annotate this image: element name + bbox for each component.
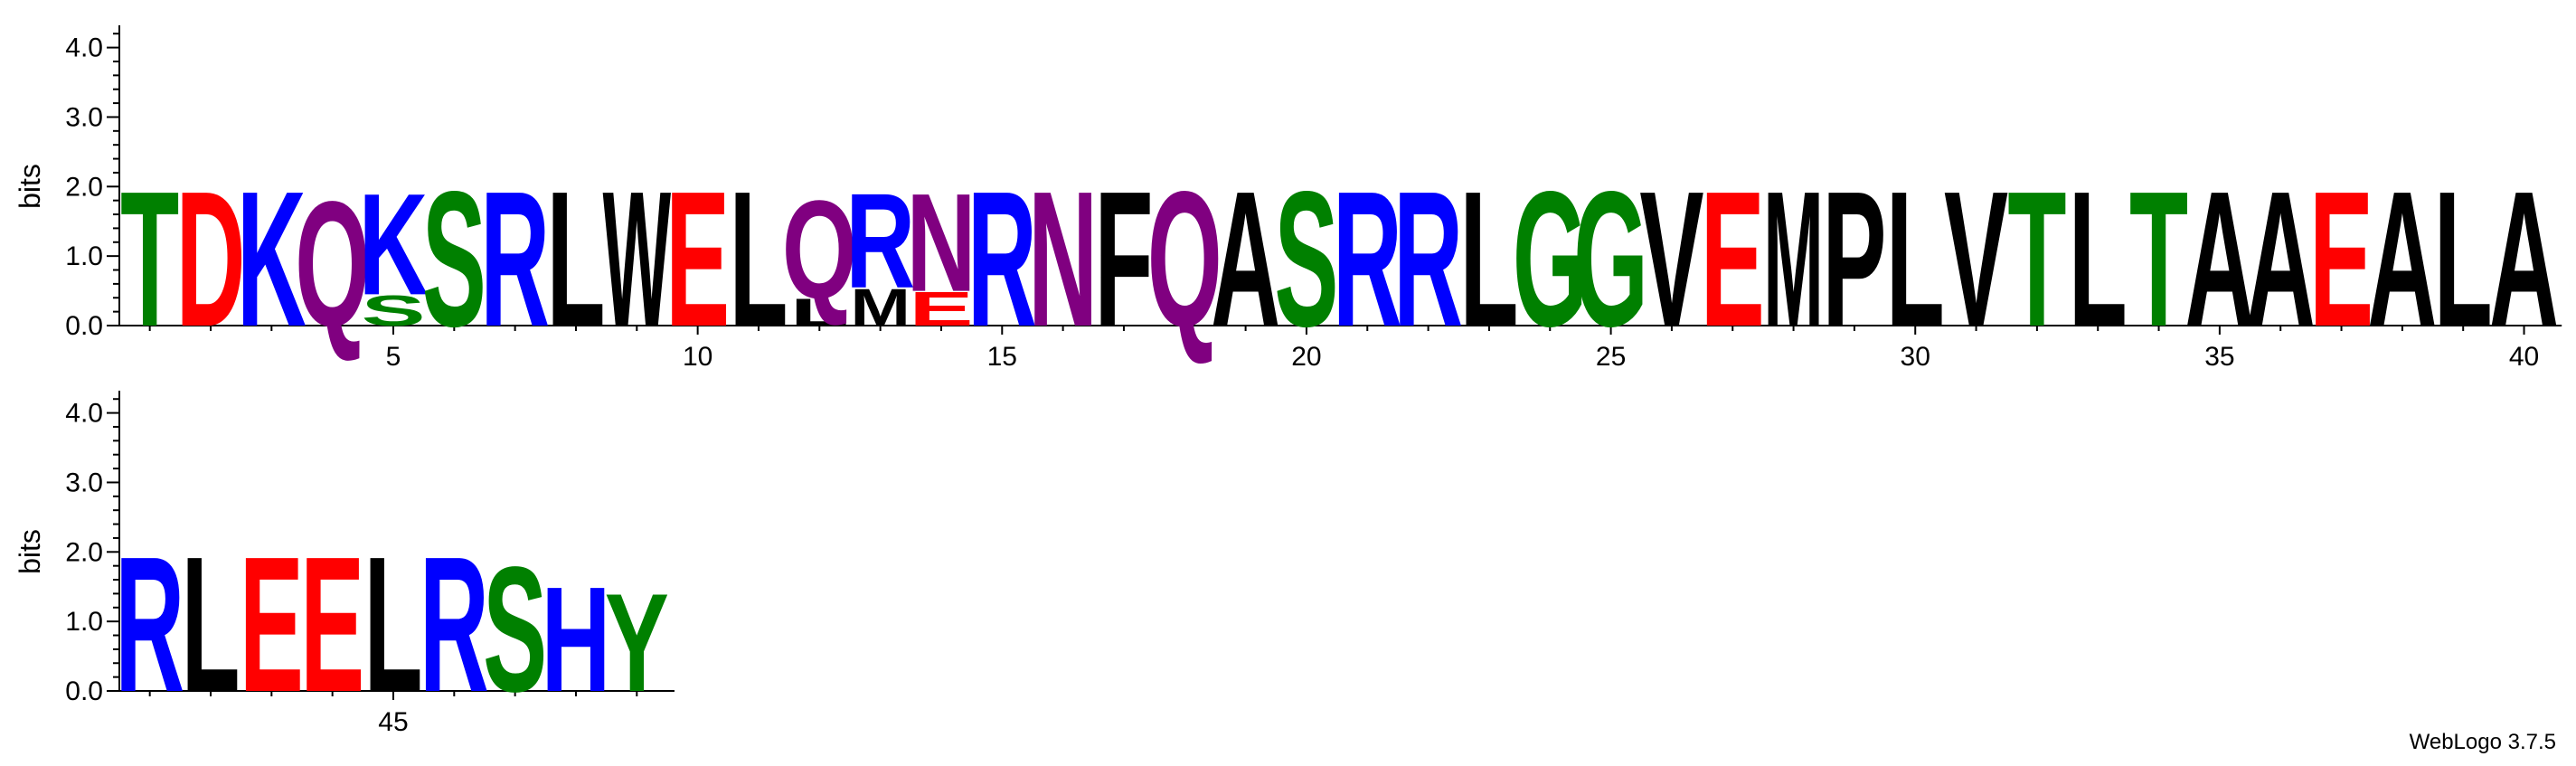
- logo-letter-R-pos-46: R: [420, 515, 489, 732]
- logo-letter-S-pos-6: S: [422, 150, 486, 366]
- logo-letter-T-pos-32: T: [2007, 150, 2066, 366]
- logo-letter-E-pos-14: E: [909, 282, 973, 336]
- logo-letter-R-pos-21: R: [1333, 150, 1402, 366]
- logo-letter-S-pos-5: S: [361, 286, 425, 335]
- logo-letter-K-pos-3: K: [237, 150, 307, 366]
- y-tick-label: 2.0: [65, 172, 103, 202]
- logo-letter-V-pos-26: V: [1639, 150, 1703, 366]
- logo-letter-L-pos-39: L: [2434, 150, 2493, 366]
- logo-letter-L-pos-42: L: [181, 515, 240, 732]
- logo-letter-E-pos-37: E: [2309, 150, 2373, 366]
- logo-letter-S-pos-47: S: [483, 529, 547, 730]
- logo-letter-V-pos-31: V: [1944, 150, 2008, 366]
- y-tick-label: 4.0: [65, 399, 103, 429]
- logo-letter-A-pos-36: A: [2246, 150, 2316, 366]
- x-tick-label: 45: [378, 707, 408, 737]
- y-tick-label: 1.0: [65, 607, 103, 637]
- logo-letter-K-pos-5: K: [358, 164, 428, 326]
- y-tick-label: 1.0: [65, 241, 103, 271]
- logo-letter-R-pos-7: R: [480, 150, 550, 366]
- logo-letter-P-pos-29: P: [1822, 150, 1886, 366]
- y-tick-label: 3.0: [65, 468, 103, 497]
- logo-letter-L-pos-33: L: [2069, 150, 2128, 366]
- y-tick-label: 0.0: [65, 676, 103, 706]
- y-tick-label: 4.0: [65, 33, 103, 63]
- logo-letter-Q-pos-12: Q: [782, 173, 857, 328]
- logo-letter-L-pos-8: L: [546, 150, 605, 366]
- y-axis-label: bits: [14, 529, 46, 574]
- logo-letter-A-pos-40: A: [2489, 150, 2559, 366]
- logo-letter-A-pos-38: A: [2367, 150, 2437, 366]
- logo-letter-L-pos-11: L: [729, 150, 788, 366]
- logo-letter-N-pos-16: N: [1028, 150, 1098, 366]
- logo-letter-Q-pos-18: Q: [1147, 150, 1222, 366]
- logo-letter-G-pos-25: G: [1573, 150, 1648, 366]
- logo-letter-L-pos-23: L: [1459, 150, 1518, 366]
- logo-letter-T-pos-34: T: [2129, 150, 2188, 366]
- y-tick-label: 2.0: [65, 537, 103, 567]
- logo-letter-G-pos-24: G: [1513, 150, 1588, 366]
- logo-letter-Q-pos-4: Q: [295, 164, 370, 364]
- logo-letter-Y-pos-49: Y: [605, 565, 669, 721]
- logo-letter-T-pos-1: T: [120, 150, 179, 366]
- y-axis-label: bits: [14, 164, 46, 209]
- x-tick-label: 5: [386, 342, 401, 372]
- logo-letter-E-pos-10: E: [665, 150, 730, 366]
- logo-letter-H-pos-48: H: [541, 556, 610, 723]
- logo-letter-W-pos-9: W: [603, 152, 671, 367]
- logo-letter-E-pos-44: E: [300, 515, 364, 732]
- x-tick-label: 20: [1291, 342, 1321, 372]
- x-tick-label: 10: [683, 342, 712, 372]
- weblogo-credit: WebLogo 3.7.5: [2409, 730, 2556, 754]
- logo-letter-R-pos-13: R: [845, 165, 915, 317]
- logo-letter-F-pos-17: F: [1094, 150, 1153, 366]
- logo-letter-L-pos-30: L: [1886, 150, 1945, 366]
- logo-letter-M-pos-28: M: [1763, 152, 1824, 367]
- x-tick-label: 15: [987, 342, 1017, 372]
- logo-letter-R-pos-22: R: [1393, 150, 1463, 366]
- logo-letter-R-pos-15: R: [967, 150, 1037, 366]
- logo-letter-N-pos-14: N: [906, 165, 976, 321]
- y-tick-label: 3.0: [65, 102, 103, 132]
- logo-letter-A-pos-35: A: [2184, 150, 2254, 366]
- logo-letter-M-pos-13: M: [850, 278, 911, 336]
- logo-letter-L-pos-12: L: [790, 291, 849, 335]
- x-tick-label: 30: [1901, 342, 1930, 372]
- logo-letter-R-pos-41: R: [115, 515, 184, 732]
- logo-letter-E-pos-43: E: [240, 515, 304, 732]
- x-tick-label: 25: [1596, 342, 1626, 372]
- logo-letter-D-pos-2: D: [176, 150, 246, 366]
- x-tick-label: 35: [2204, 342, 2234, 372]
- logo-letter-E-pos-27: E: [1701, 150, 1765, 366]
- logo-letter-L-pos-45: L: [363, 515, 422, 732]
- x-tick-label: 40: [2509, 342, 2539, 372]
- logo-letter-A-pos-19: A: [1211, 150, 1280, 366]
- y-tick-label: 0.0: [65, 311, 103, 341]
- logo-letter-S-pos-20: S: [1274, 150, 1338, 366]
